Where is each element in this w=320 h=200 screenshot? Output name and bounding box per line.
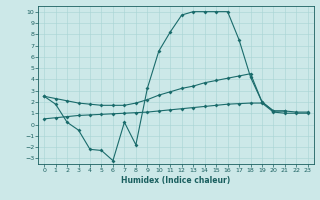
X-axis label: Humidex (Indice chaleur): Humidex (Indice chaleur) [121, 176, 231, 185]
